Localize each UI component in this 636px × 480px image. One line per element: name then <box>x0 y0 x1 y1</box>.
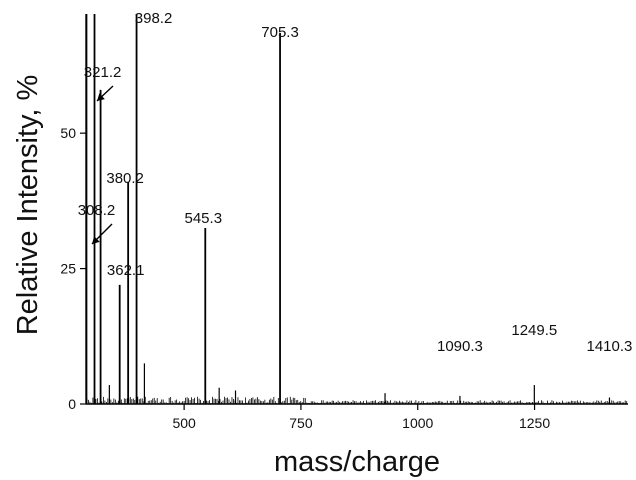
y-tick-label: 0 <box>68 396 76 412</box>
x-axis-ticks: 500 750 1000 1250 <box>172 404 550 431</box>
peak-label: 545.3 <box>185 210 223 227</box>
peak-label: 1249.5 <box>511 322 557 339</box>
peak-label: 380.2 <box>106 170 144 187</box>
peak-label: 705.3 <box>261 24 299 41</box>
arrow-head <box>92 236 100 244</box>
peak-label: 1090.3 <box>437 338 483 355</box>
spectrum-peaks <box>85 14 611 404</box>
peak-label: 1410.3 <box>587 338 633 355</box>
x-tick-label: 750 <box>289 415 313 431</box>
peak-labels: 398.2 705.3 321.2 380.2 545.3 308.2 362.1 1090.… <box>78 10 633 355</box>
y-axis-ticks: 0 25 50 <box>60 125 86 412</box>
x-axis-title: mass/charge <box>274 446 440 478</box>
peak-label: 362.1 <box>107 262 145 279</box>
arrow-head <box>97 93 105 101</box>
y-tick-label: 50 <box>60 125 76 141</box>
peak-label: 321.2 <box>84 64 122 81</box>
peak-label: 398.2 <box>135 10 173 27</box>
peak-label: 308.2 <box>78 202 116 219</box>
x-tick-label: 1250 <box>519 415 550 431</box>
y-axis-title: Relative Intensity, % <box>12 75 44 336</box>
baseline-noise <box>86 396 628 404</box>
x-tick-label: 500 <box>172 415 196 431</box>
x-tick-label: 1000 <box>402 415 433 431</box>
peak-arrows <box>91 85 114 245</box>
y-tick-label: 25 <box>60 261 76 277</box>
